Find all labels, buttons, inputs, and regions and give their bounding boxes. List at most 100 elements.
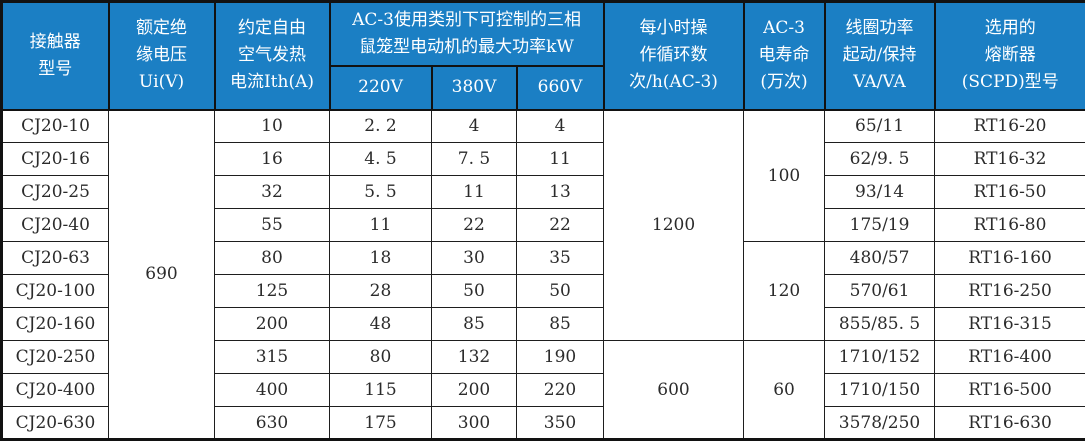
header-current-line2: 空气发热 <box>216 42 329 69</box>
p380-cell: 22 <box>432 209 517 242</box>
coil-cell: 93/14 <box>825 176 935 209</box>
p660-cell: 190 <box>517 341 604 374</box>
p660-cell: 4 <box>517 110 604 143</box>
p220-cell: 28 <box>330 275 432 308</box>
p380-cell: 7. 5 <box>432 143 517 176</box>
header-sub-660v: 660V <box>517 66 604 110</box>
header-cycles-line2: 作循环数 <box>605 42 743 69</box>
p220-cell: 80 <box>330 341 432 374</box>
p660-cell: 13 <box>517 176 604 209</box>
cycles-cell: 1200 <box>604 110 744 341</box>
p220-cell: 18 <box>330 242 432 275</box>
header-life-line1: AC-3 <box>745 15 824 42</box>
header-thermal-current: 约定自由 空气发热 电流Ith(A) <box>215 2 330 110</box>
coil-cell: 65/11 <box>825 110 935 143</box>
header-fuse-line2: 熔断器 <box>936 42 1085 69</box>
header-cycles-line1: 每小时操 <box>605 15 743 42</box>
coil-cell: 570/61 <box>825 275 935 308</box>
ith-cell: 16 <box>215 143 330 176</box>
fuse-cell: RT16-500 <box>935 374 1085 407</box>
p660-cell: 50 <box>517 275 604 308</box>
model-cell: CJ20-16 <box>2 143 109 176</box>
header-life-line2: 电寿命 <box>745 42 824 69</box>
header-coil-line3: VA/VA <box>826 69 934 96</box>
p660-cell: 220 <box>517 374 604 407</box>
header-electrical-life: AC-3 电寿命 (万次) <box>744 2 825 110</box>
header-voltage-line1: 额定绝 <box>110 15 214 42</box>
header-insulation-voltage: 额定绝 缘电压 Ui(V) <box>109 2 215 110</box>
header-voltage-line2: 缘电压 <box>110 42 214 69</box>
model-cell: CJ20-10 <box>2 110 109 143</box>
model-cell: CJ20-63 <box>2 242 109 275</box>
life-cell: 120 <box>744 242 825 341</box>
p220-cell: 5. 5 <box>330 176 432 209</box>
ith-cell: 400 <box>215 374 330 407</box>
life-cell: 60 <box>744 341 825 440</box>
fuse-cell: RT16-250 <box>935 275 1085 308</box>
p220-cell: 2. 2 <box>330 110 432 143</box>
fuse-cell: RT16-630 <box>935 407 1085 440</box>
ith-cell: 200 <box>215 308 330 341</box>
header-fuse-line3: (SCPD)型号 <box>936 69 1085 96</box>
header-life-line3: (万次) <box>745 69 824 96</box>
p380-cell: 30 <box>432 242 517 275</box>
header-operating-cycles: 每小时操 作循环数 次/h(AC-3) <box>604 2 744 110</box>
header-model-line1: 接触器 <box>3 29 108 56</box>
header-power-line2: 鼠笼型电动机的最大功率kW <box>331 34 603 61</box>
p660-cell: 35 <box>517 242 604 275</box>
header-current-line3: 电流Ith(A) <box>216 69 329 96</box>
p660-cell: 22 <box>517 209 604 242</box>
model-cell: CJ20-25 <box>2 176 109 209</box>
header-coil-line2: 起动/保持 <box>826 42 934 69</box>
p220-cell: 175 <box>330 407 432 440</box>
ith-cell: 32 <box>215 176 330 209</box>
header-voltage-line3: Ui(V) <box>110 69 214 96</box>
coil-cell: 855/85. 5 <box>825 308 935 341</box>
p380-cell: 85 <box>432 308 517 341</box>
header-max-power-group: AC-3使用类别下可控制的三相 鼠笼型电动机的最大功率kW <box>330 2 604 66</box>
coil-cell: 62/9. 5 <box>825 143 935 176</box>
header-sub-380v: 380V <box>432 66 517 110</box>
coil-cell: 175/19 <box>825 209 935 242</box>
p380-cell: 11 <box>432 176 517 209</box>
coil-cell: 480/57 <box>825 242 935 275</box>
ith-cell: 315 <box>215 341 330 374</box>
cycles-cell: 600 <box>604 341 744 440</box>
coil-cell: 1710/150 <box>825 374 935 407</box>
fuse-cell: RT16-80 <box>935 209 1085 242</box>
model-cell: CJ20-100 <box>2 275 109 308</box>
ith-cell: 10 <box>215 110 330 143</box>
ith-cell: 80 <box>215 242 330 275</box>
coil-cell: 3578/250 <box>825 407 935 440</box>
ui-voltage-cell: 690 <box>109 110 215 440</box>
model-cell: CJ20-250 <box>2 341 109 374</box>
header-power-line1: AC-3使用类别下可控制的三相 <box>331 7 603 34</box>
p380-cell: 50 <box>432 275 517 308</box>
p380-cell: 300 <box>432 407 517 440</box>
header-fuse-line1: 选用的 <box>936 15 1085 42</box>
header-model: 接触器 型号 <box>2 2 109 110</box>
p380-cell: 200 <box>432 374 517 407</box>
header-sub-220v: 220V <box>330 66 432 110</box>
coil-cell: 1710/152 <box>825 341 935 374</box>
header-coil-line1: 线圈功率 <box>826 15 934 42</box>
p220-cell: 48 <box>330 308 432 341</box>
model-cell: CJ20-160 <box>2 308 109 341</box>
model-cell: CJ20-40 <box>2 209 109 242</box>
p220-cell: 4. 5 <box>330 143 432 176</box>
fuse-cell: RT16-315 <box>935 308 1085 341</box>
p220-cell: 115 <box>330 374 432 407</box>
life-cell: 100 <box>744 110 825 242</box>
model-cell: CJ20-630 <box>2 407 109 440</box>
p380-cell: 132 <box>432 341 517 374</box>
fuse-cell: RT16-160 <box>935 242 1085 275</box>
model-cell: CJ20-400 <box>2 374 109 407</box>
header-current-line1: 约定自由 <box>216 15 329 42</box>
header-cycles-line3: 次/h(AC-3) <box>605 69 743 96</box>
ith-cell: 125 <box>215 275 330 308</box>
ith-cell: 630 <box>215 407 330 440</box>
ith-cell: 55 <box>215 209 330 242</box>
fuse-cell: RT16-400 <box>935 341 1085 374</box>
header-coil-power: 线圈功率 起动/保持 VA/VA <box>825 2 935 110</box>
